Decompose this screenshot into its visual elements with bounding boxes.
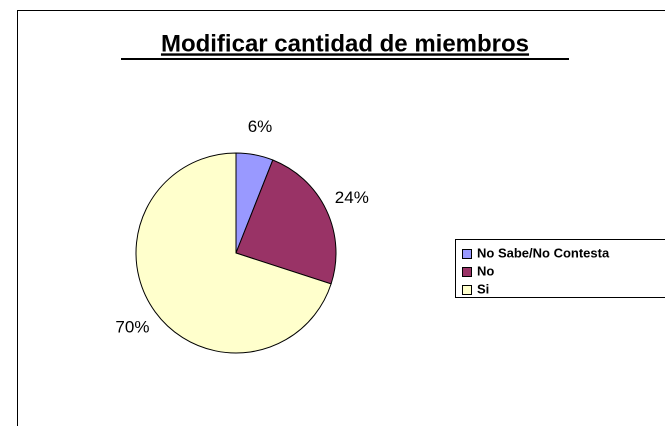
legend-box [455, 239, 665, 298]
data-label: 24% [335, 188, 369, 207]
chart-title: Modificar cantidad de miembros [161, 30, 529, 57]
legend-label: No Sabe/No Contesta [477, 245, 610, 260]
pie-slice [235, 159, 337, 285]
legend-swatch [462, 285, 472, 295]
legend-label: No [477, 263, 494, 278]
legend-label: Si [477, 281, 489, 296]
data-label: 70% [115, 318, 149, 337]
data-label: 6% [248, 117, 273, 136]
legend-swatch [462, 249, 472, 259]
pie-slice [135, 152, 332, 354]
legend-swatch [462, 267, 472, 277]
